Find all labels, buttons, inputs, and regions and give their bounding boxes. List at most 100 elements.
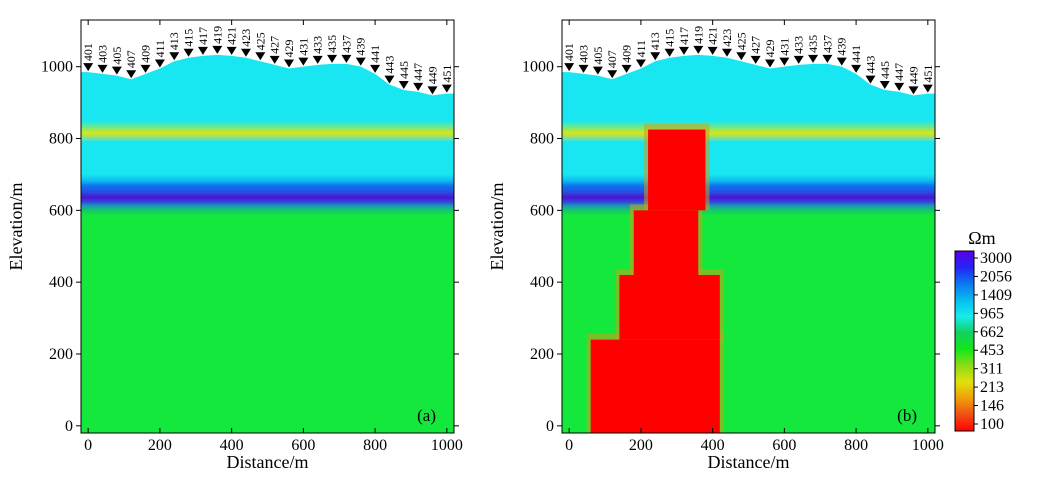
station-marker [370, 64, 381, 73]
station-marker [736, 52, 747, 61]
station-label: 439 [354, 38, 368, 56]
station-label: 405 [591, 47, 605, 65]
station-marker [441, 84, 452, 93]
station-marker [97, 64, 108, 73]
station-label: 451 [440, 65, 454, 83]
air-mask [562, 20, 935, 96]
y-tick-label: 600 [530, 202, 554, 219]
x-tick-label: 600 [772, 437, 796, 454]
station-label: 417 [677, 27, 691, 45]
station-marker [621, 64, 632, 73]
station-label: 413 [167, 32, 181, 50]
station-marker [779, 57, 790, 66]
colorbar-tick-label: 311 [980, 361, 1003, 378]
y-tick-label: 400 [49, 274, 73, 291]
station-marker [154, 59, 165, 68]
station-label: 431 [777, 38, 791, 56]
station-label: 405 [110, 47, 124, 65]
colorbar-scale [954, 250, 975, 432]
station-marker [879, 81, 890, 90]
station-marker [707, 46, 718, 55]
station-label: 423 [239, 29, 253, 47]
y-tick-label: 0 [65, 418, 73, 435]
station-label: 417 [196, 27, 210, 45]
x-tick-label: 800 [844, 437, 868, 454]
panel-b: 401 403 405 407 409 411 413 415 417 419 421 423 425 4… [487, 19, 944, 472]
station-marker [635, 59, 646, 68]
station-label: 447 [892, 63, 906, 81]
station-marker [822, 54, 833, 63]
y-tick-label: 200 [49, 346, 73, 363]
station-marker [269, 55, 280, 64]
station-label: 445 [397, 61, 411, 79]
station-label: 423 [720, 29, 734, 47]
station-marker [765, 59, 776, 68]
colorbar-tick-label: 100 [980, 416, 1004, 433]
station-marker [894, 82, 905, 91]
x-tick-label: 1000 [431, 437, 463, 454]
station-label: 429 [763, 39, 777, 57]
panel-label: (b) [897, 406, 917, 425]
station-label: 427 [268, 36, 282, 54]
station-marker [83, 63, 94, 72]
station-label: 435 [806, 35, 820, 53]
station-marker [793, 55, 804, 64]
colorbar-tick-label: 1409 [980, 287, 1012, 304]
x-tick-label: 1000 [912, 437, 944, 454]
stations: 401 403 405 407 409 411 413 415 417 419 421 423 425 4… [562, 26, 935, 95]
station-label: 425 [253, 32, 267, 50]
air-mask [81, 20, 454, 96]
station-label: 443 [863, 56, 877, 74]
station-label: 433 [311, 36, 325, 54]
station-marker [836, 57, 847, 66]
station-label: 411 [153, 40, 167, 58]
station-marker [327, 54, 338, 63]
plot-area [81, 20, 454, 433]
station-marker [298, 57, 309, 66]
station-label: 419 [210, 26, 224, 44]
y-tick-label: 1000 [522, 59, 554, 76]
station-label: 437 [339, 35, 353, 53]
plot-frame [80, 19, 455, 434]
station-label: 411 [634, 40, 648, 58]
anomaly-body [590, 129, 720, 433]
station-marker [111, 66, 122, 75]
station-label: 401 [562, 43, 576, 61]
station-marker [126, 70, 137, 79]
station-marker [183, 48, 194, 57]
station-marker [413, 82, 424, 91]
station-marker [693, 45, 704, 54]
station-marker [226, 46, 237, 55]
y-tick-label: 600 [49, 202, 73, 219]
station-marker [592, 66, 603, 75]
station-marker [908, 86, 919, 95]
station-marker [384, 75, 395, 84]
station-label: 447 [411, 63, 425, 81]
plot-area [562, 20, 935, 433]
x-tick-label: 400 [701, 437, 725, 454]
y-axis-label: Elevation/m [6, 183, 26, 271]
station-label: 441 [849, 45, 863, 63]
stations: 401 403 405 407 409 411 413 415 417 419 421 423 425 4… [81, 26, 454, 95]
x-tick-label: 0 [565, 437, 573, 454]
station-marker [865, 75, 876, 84]
panel-a: 401 403 405 407 409 411 413 415 417 419 421 423 425 4… [6, 19, 463, 472]
station-marker [284, 59, 295, 68]
colorbar-tick-label: 2056 [980, 268, 1012, 285]
station-marker [578, 64, 589, 73]
station-marker [808, 54, 819, 63]
panel-label: (a) [417, 406, 436, 425]
station-label: 419 [691, 26, 705, 44]
station-label: 415 [182, 29, 196, 47]
station-label: 441 [368, 45, 382, 63]
station-label: 449 [906, 66, 920, 84]
x-tick-label: 200 [629, 437, 653, 454]
station-marker [240, 48, 251, 57]
y-tick-label: 200 [530, 346, 554, 363]
layer-basement [81, 210, 454, 433]
colorbar-tick-label: 213 [980, 379, 1004, 396]
colorbar-tick-label: 3000 [980, 250, 1012, 267]
x-tick-label: 800 [363, 437, 387, 454]
station-label: 421 [706, 27, 720, 45]
